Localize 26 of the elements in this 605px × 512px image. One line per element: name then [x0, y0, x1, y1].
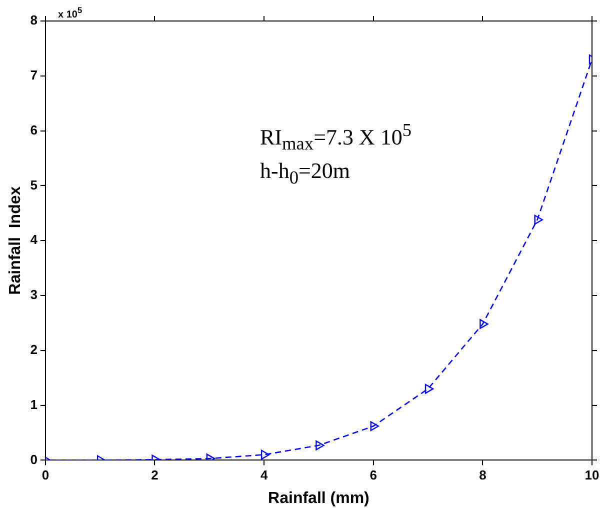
- x-tick-label: 8: [479, 468, 486, 483]
- x-tick-label: 6: [370, 468, 377, 483]
- text: x 10$^{5}$: [58, 4, 82, 22]
- point: [534, 214, 543, 225]
- x-axis-title: Rainfall (mm): [268, 490, 370, 507]
- point: [316, 440, 324, 450]
- x-tick-label: 4: [260, 468, 268, 483]
- y-axis-title: Rainfall Index: [7, 186, 24, 295]
- point: [480, 319, 488, 329]
- y-tick-label: 3: [30, 287, 38, 302]
- y-tick-label: 1: [30, 396, 38, 412]
- annotation: RI$_{max}$=7.3 X 10$^{5}$: [260, 120, 412, 155]
- y-tick-label: 8: [30, 12, 38, 28]
- point: [370, 421, 379, 432]
- x-tick-label: 2: [151, 468, 158, 483]
- y-tick-label: 6: [30, 122, 38, 138]
- y-tick-label: 0: [30, 452, 38, 467]
- point: [260, 450, 270, 460]
- y-tick-label: 4: [30, 232, 38, 248]
- x-tick-label: 0: [42, 468, 50, 483]
- y-tick-label: 2: [30, 342, 38, 357]
- point: [424, 384, 434, 394]
- y-tick-label: 5: [30, 177, 38, 192]
- x-tick-label: 10: [584, 468, 600, 483]
- annotation: h-h$_{0}$=20m: [260, 158, 350, 188]
- y-tick-label: 7: [30, 67, 38, 82]
